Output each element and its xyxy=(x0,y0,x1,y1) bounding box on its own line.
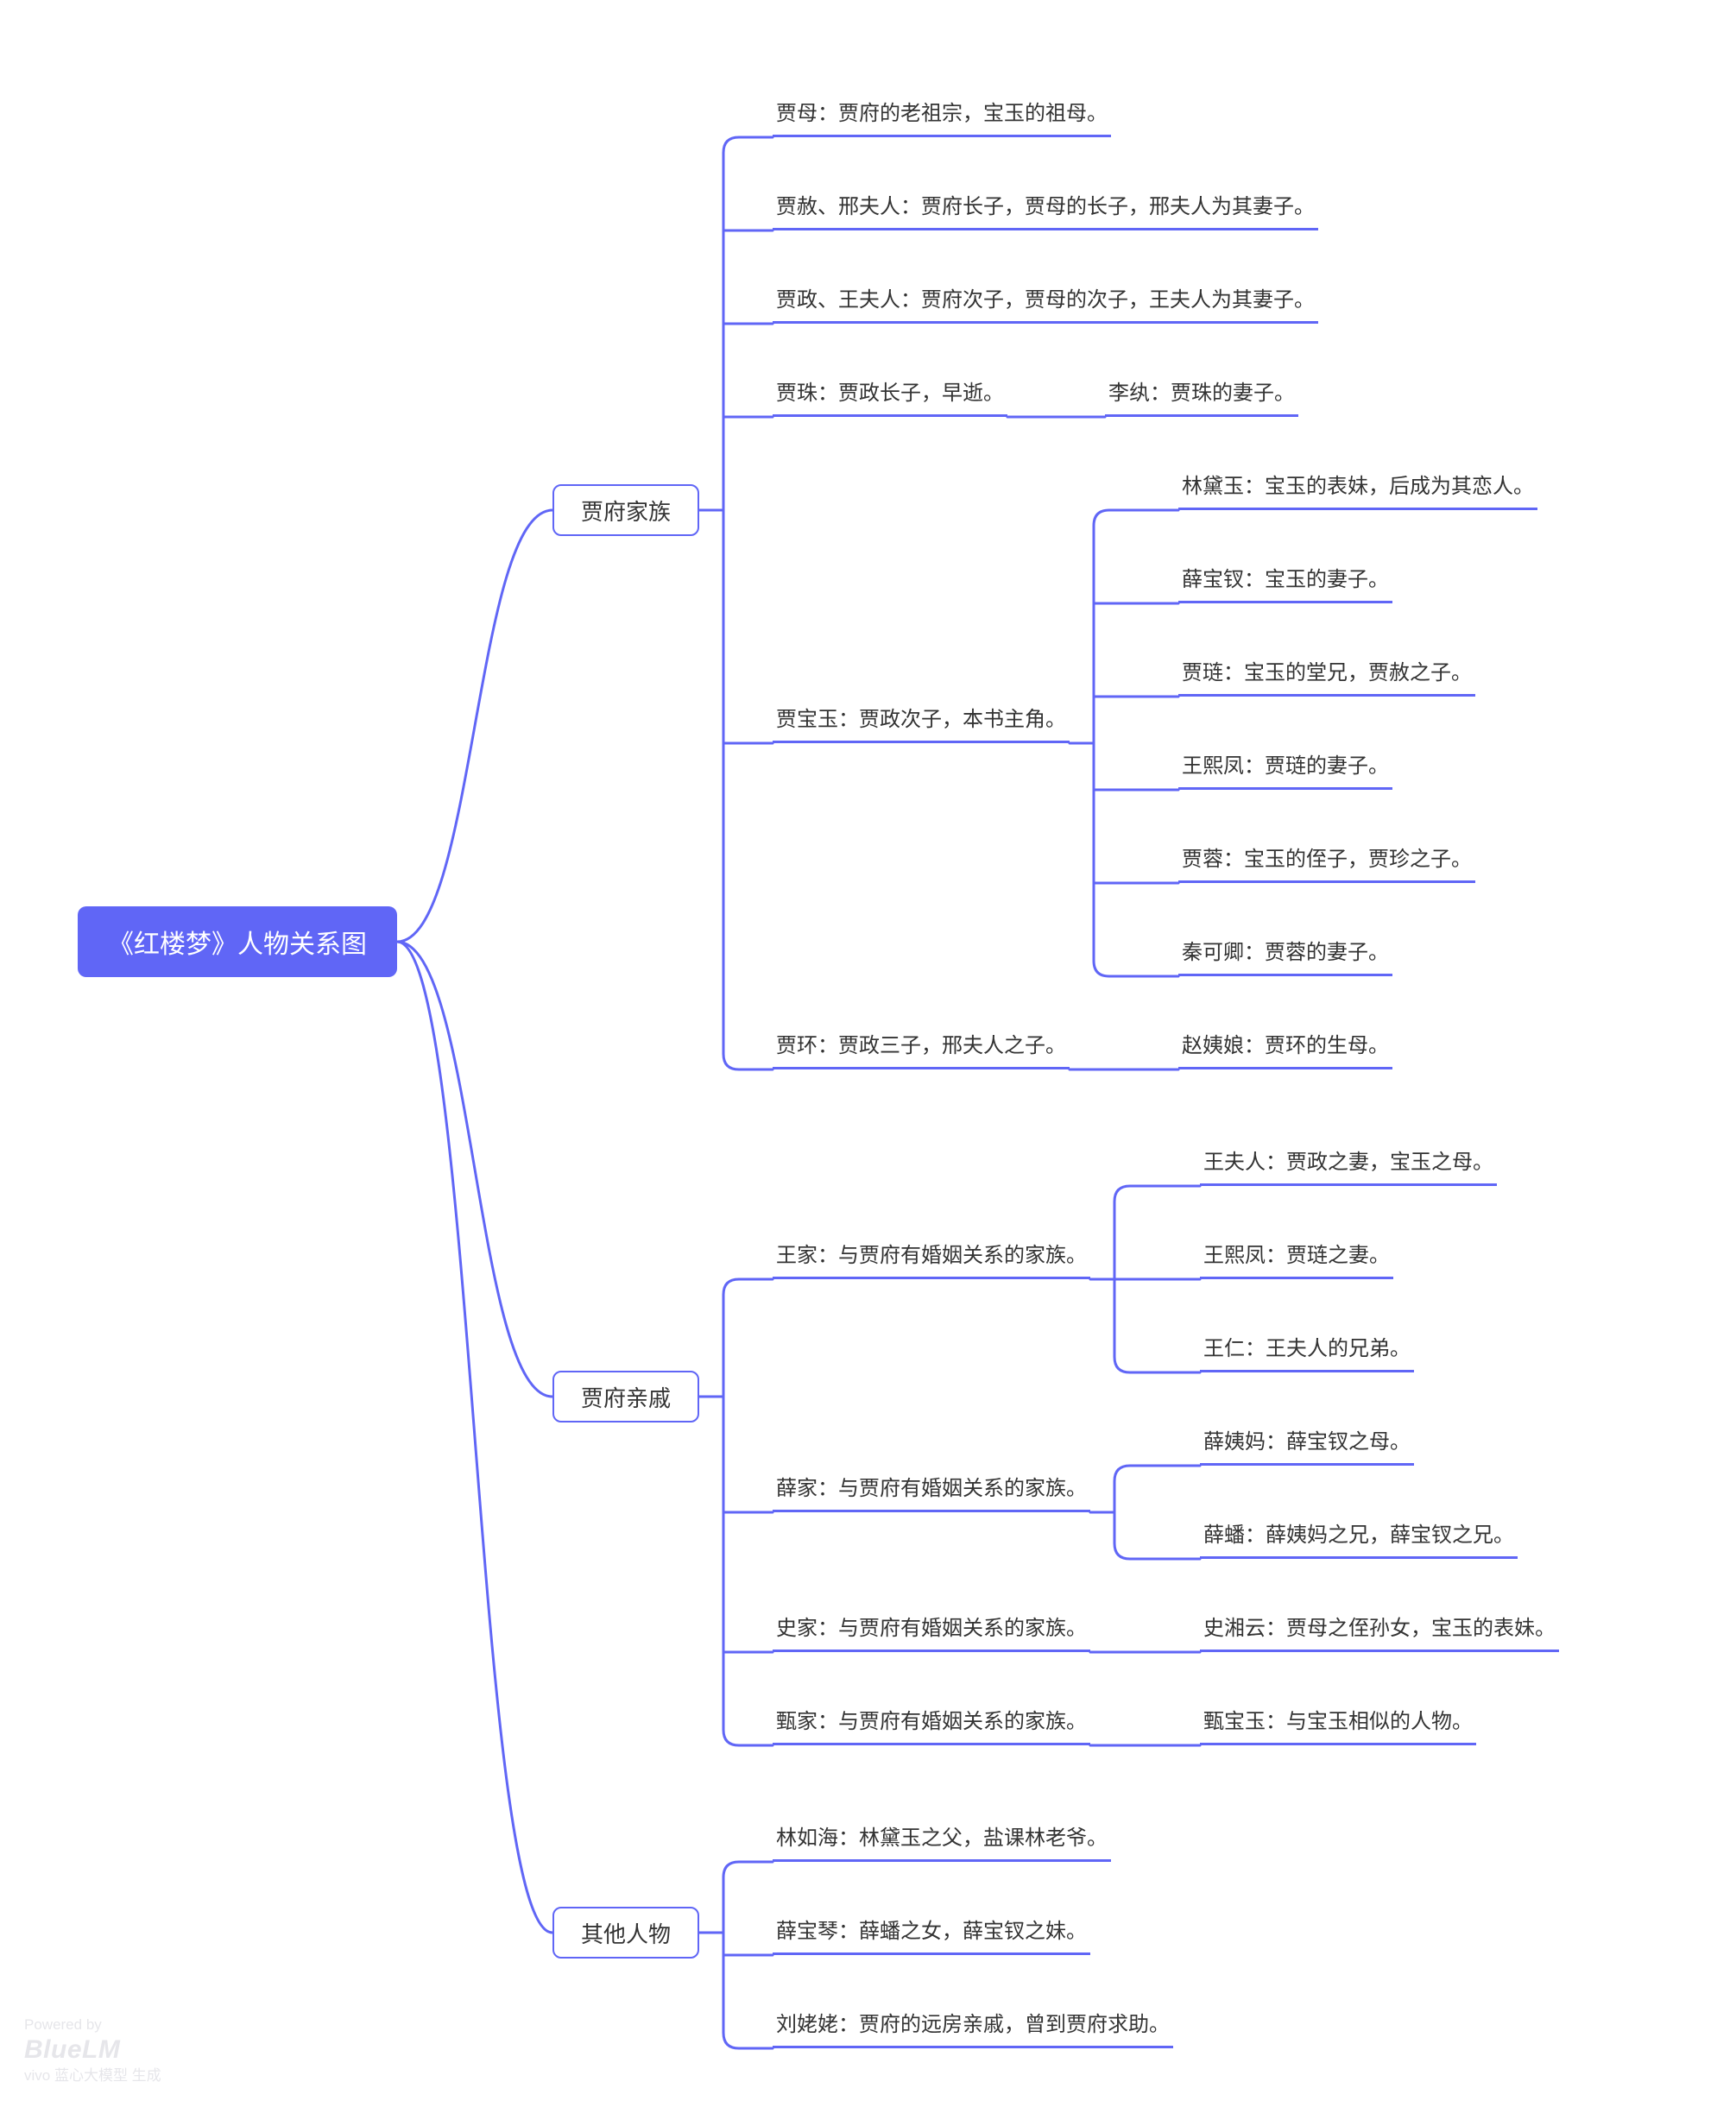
leaf-node-b1c3: 贾政、王夫人：贾府次子，贾母的次子，王夫人为其妻子。 xyxy=(773,275,1318,324)
watermark: Powered by BlueLM vivo 蓝心大模型 生成 xyxy=(24,2016,161,2085)
leaf-node-b1c6a: 赵姨娘：贾环的生母。 xyxy=(1178,1021,1392,1069)
leaf-node-b2c1: 王家：与贾府有婚姻关系的家族。 xyxy=(773,1231,1090,1279)
leaf-node-b1c5b: 薛宝钗：宝玉的妻子。 xyxy=(1178,555,1392,603)
leaf-node-b1c5a: 林黛玉：宝玉的表妹，后成为其恋人。 xyxy=(1178,462,1537,510)
watermark-brand: BlueLM xyxy=(24,2034,161,2066)
leaf-node-b2c1b: 王熙凤：贾琏之妻。 xyxy=(1200,1231,1393,1279)
leaf-node-b2c1a: 王夫人：贾政之妻，宝玉之母。 xyxy=(1200,1138,1497,1186)
leaf-node-b2c4a: 甄宝玉：与宝玉相似的人物。 xyxy=(1200,1697,1476,1745)
watermark-powered: Powered by xyxy=(24,2016,161,2034)
leaf-node-b1c5d: 王熙凤：贾琏的妻子。 xyxy=(1178,741,1392,790)
leaf-node-b2c1c: 王仁：王夫人的兄弟。 xyxy=(1200,1324,1414,1372)
leaf-node-b1c4: 贾珠：贾政长子，早逝。 xyxy=(773,369,1007,417)
leaf-node-b2c4: 甄家：与贾府有婚姻关系的家族。 xyxy=(773,1697,1090,1745)
leaf-node-b1c5c: 贾琏：宝玉的堂兄，贾赦之子。 xyxy=(1178,648,1475,697)
leaf-node-b1c1: 贾母：贾府的老祖宗，宝玉的祖母。 xyxy=(773,89,1111,137)
leaf-node-b1c4a: 李纨：贾珠的妻子。 xyxy=(1105,369,1298,417)
leaf-node-b3c2: 薛宝琴：薛蟠之女，薛宝钗之妹。 xyxy=(773,1907,1090,1955)
leaf-node-b1c5e: 贾蓉：宝玉的侄子，贾珍之子。 xyxy=(1178,835,1475,883)
leaf-node-b3c3: 刘姥姥：贾府的远房亲戚，曾到贾府求助。 xyxy=(773,2000,1173,2048)
branch-node-b1: 贾府家族 xyxy=(552,484,699,536)
leaf-node-b1c6: 贾环：贾政三子，邢夫人之子。 xyxy=(773,1021,1070,1069)
leaf-node-b2c2a: 薛姨妈：薛宝钗之母。 xyxy=(1200,1417,1414,1466)
leaf-node-b3c1: 林如海：林黛玉之父，盐课林老爷。 xyxy=(773,1814,1111,1862)
leaf-node-b2c3a: 史湘云：贾母之侄孙女，宝玉的表妹。 xyxy=(1200,1604,1559,1652)
leaf-node-b1c5: 贾宝玉：贾政次子，本书主角。 xyxy=(773,695,1070,743)
leaf-node-b2c3: 史家：与贾府有婚姻关系的家族。 xyxy=(773,1604,1090,1652)
leaf-node-b1c5f: 秦可卿：贾蓉的妻子。 xyxy=(1178,928,1392,976)
root-node: 《红楼梦》人物关系图 xyxy=(78,906,397,977)
leaf-node-b1c2: 贾赦、邢夫人：贾府长子，贾母的长子，邢夫人为其妻子。 xyxy=(773,182,1318,230)
leaf-node-b2c2: 薛家：与贾府有婚姻关系的家族。 xyxy=(773,1464,1090,1512)
leaf-node-b2c2b: 薛蟠：薛姨妈之兄，薛宝钗之兄。 xyxy=(1200,1511,1518,1559)
branch-node-b2: 贾府亲戚 xyxy=(552,1371,699,1423)
branch-node-b3: 其他人物 xyxy=(552,1907,699,1959)
watermark-sub: vivo 蓝心大模型 生成 xyxy=(24,2067,161,2085)
